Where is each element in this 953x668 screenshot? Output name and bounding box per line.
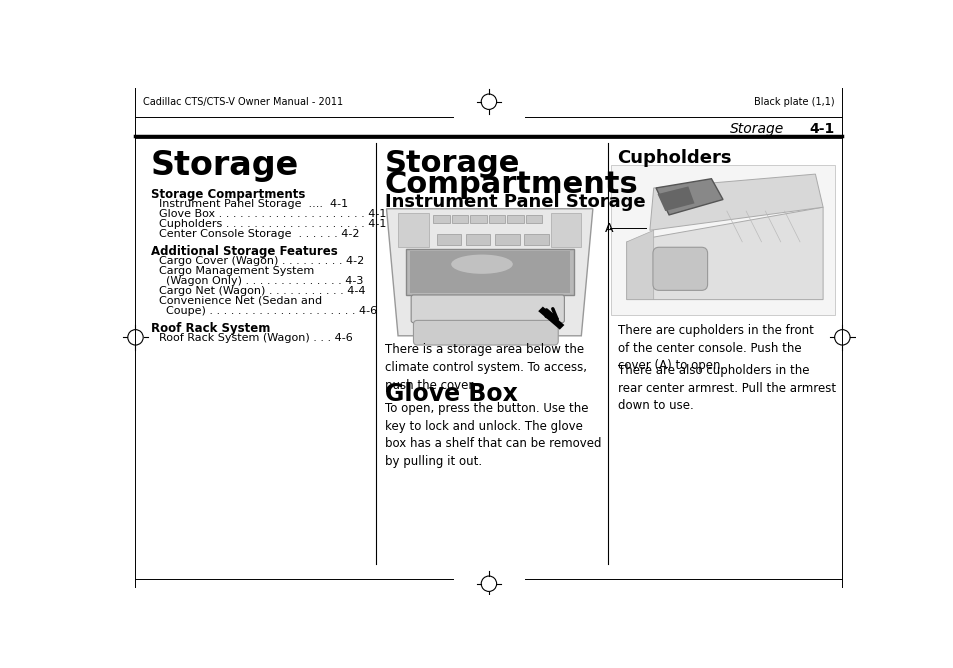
Bar: [433, 215, 449, 222]
Bar: [452, 215, 468, 222]
Polygon shape: [626, 207, 822, 300]
Text: Cargo Cover (Wagon) . . . . . . . . . 4-2: Cargo Cover (Wagon) . . . . . . . . . 4-…: [158, 256, 363, 266]
Bar: [409, 251, 569, 293]
Text: Storage: Storage: [151, 150, 299, 182]
Bar: [436, 234, 460, 245]
Text: Convenience Net (Sedan and: Convenience Net (Sedan and: [158, 296, 321, 306]
Bar: [465, 234, 490, 245]
Text: Storage Compartments: Storage Compartments: [151, 188, 305, 201]
Bar: [488, 215, 504, 222]
Bar: [495, 234, 519, 245]
Bar: [550, 212, 580, 247]
FancyBboxPatch shape: [652, 247, 707, 291]
FancyBboxPatch shape: [411, 295, 564, 323]
Text: Black plate (1,1): Black plate (1,1): [753, 97, 834, 107]
Text: Cargo Net (Wagon) . . . . . . . . . . . 4-4: Cargo Net (Wagon) . . . . . . . . . . . …: [158, 286, 365, 296]
Text: Cupholders . . . . . . . . . . . . . . . . . . . . 4-1: Cupholders . . . . . . . . . . . . . . .…: [158, 218, 386, 228]
Polygon shape: [537, 307, 564, 329]
Text: Additional Storage Features: Additional Storage Features: [151, 245, 337, 258]
Polygon shape: [386, 208, 592, 336]
Bar: [525, 215, 541, 222]
Text: Compartments: Compartments: [385, 170, 639, 199]
FancyBboxPatch shape: [413, 321, 558, 345]
Bar: [524, 234, 548, 245]
Text: Instrument Panel Storage  ....  4-1: Instrument Panel Storage .... 4-1: [158, 199, 347, 208]
Text: There are cupholders in the front
of the center console. Push the
cover (A) to o: There are cupholders in the front of the…: [617, 324, 813, 372]
Text: There are also cupholders in the
rear center armrest. Pull the armrest
down to u: There are also cupholders in the rear ce…: [617, 364, 835, 412]
Polygon shape: [656, 179, 722, 215]
Text: Instrument Panel Storage: Instrument Panel Storage: [385, 193, 645, 211]
Text: 4-1: 4-1: [808, 122, 834, 136]
Bar: [611, 165, 834, 315]
Text: Roof Rack System: Roof Rack System: [151, 322, 270, 335]
Text: To open, press the button. Use the
key to lock and unlock. The glove
box has a s: To open, press the button. Use the key t…: [385, 402, 600, 468]
Bar: [470, 215, 486, 222]
Text: A: A: [604, 222, 613, 234]
Text: Center Console Storage  . . . . . . 4-2: Center Console Storage . . . . . . 4-2: [158, 228, 358, 238]
Text: Glove Box: Glove Box: [385, 382, 517, 406]
Polygon shape: [626, 230, 653, 300]
Text: Storage: Storage: [729, 122, 783, 136]
Text: Glove Box . . . . . . . . . . . . . . . . . . . . . 4-1: Glove Box . . . . . . . . . . . . . . . …: [158, 208, 386, 218]
Text: Roof Rack System (Wagon) . . . 4-6: Roof Rack System (Wagon) . . . 4-6: [158, 333, 352, 343]
Polygon shape: [649, 174, 822, 230]
Polygon shape: [657, 186, 694, 211]
Text: Storage: Storage: [385, 150, 519, 178]
Text: (Wagon Only) . . . . . . . . . . . . . . 4-3: (Wagon Only) . . . . . . . . . . . . . .…: [158, 276, 362, 286]
Text: Coupe) . . . . . . . . . . . . . . . . . . . . . 4-6: Coupe) . . . . . . . . . . . . . . . . .…: [158, 306, 376, 316]
Ellipse shape: [451, 255, 513, 274]
Bar: [397, 212, 429, 247]
Text: Cupholders: Cupholders: [617, 150, 731, 168]
Text: Cargo Management System: Cargo Management System: [158, 266, 314, 276]
Bar: [507, 215, 523, 222]
Text: There is a storage area below the
climate control system. To access,
push the co: There is a storage area below the climat…: [385, 343, 586, 391]
Bar: [405, 248, 573, 295]
Text: Cadillac CTS/CTS-V Owner Manual - 2011: Cadillac CTS/CTS-V Owner Manual - 2011: [143, 97, 343, 107]
